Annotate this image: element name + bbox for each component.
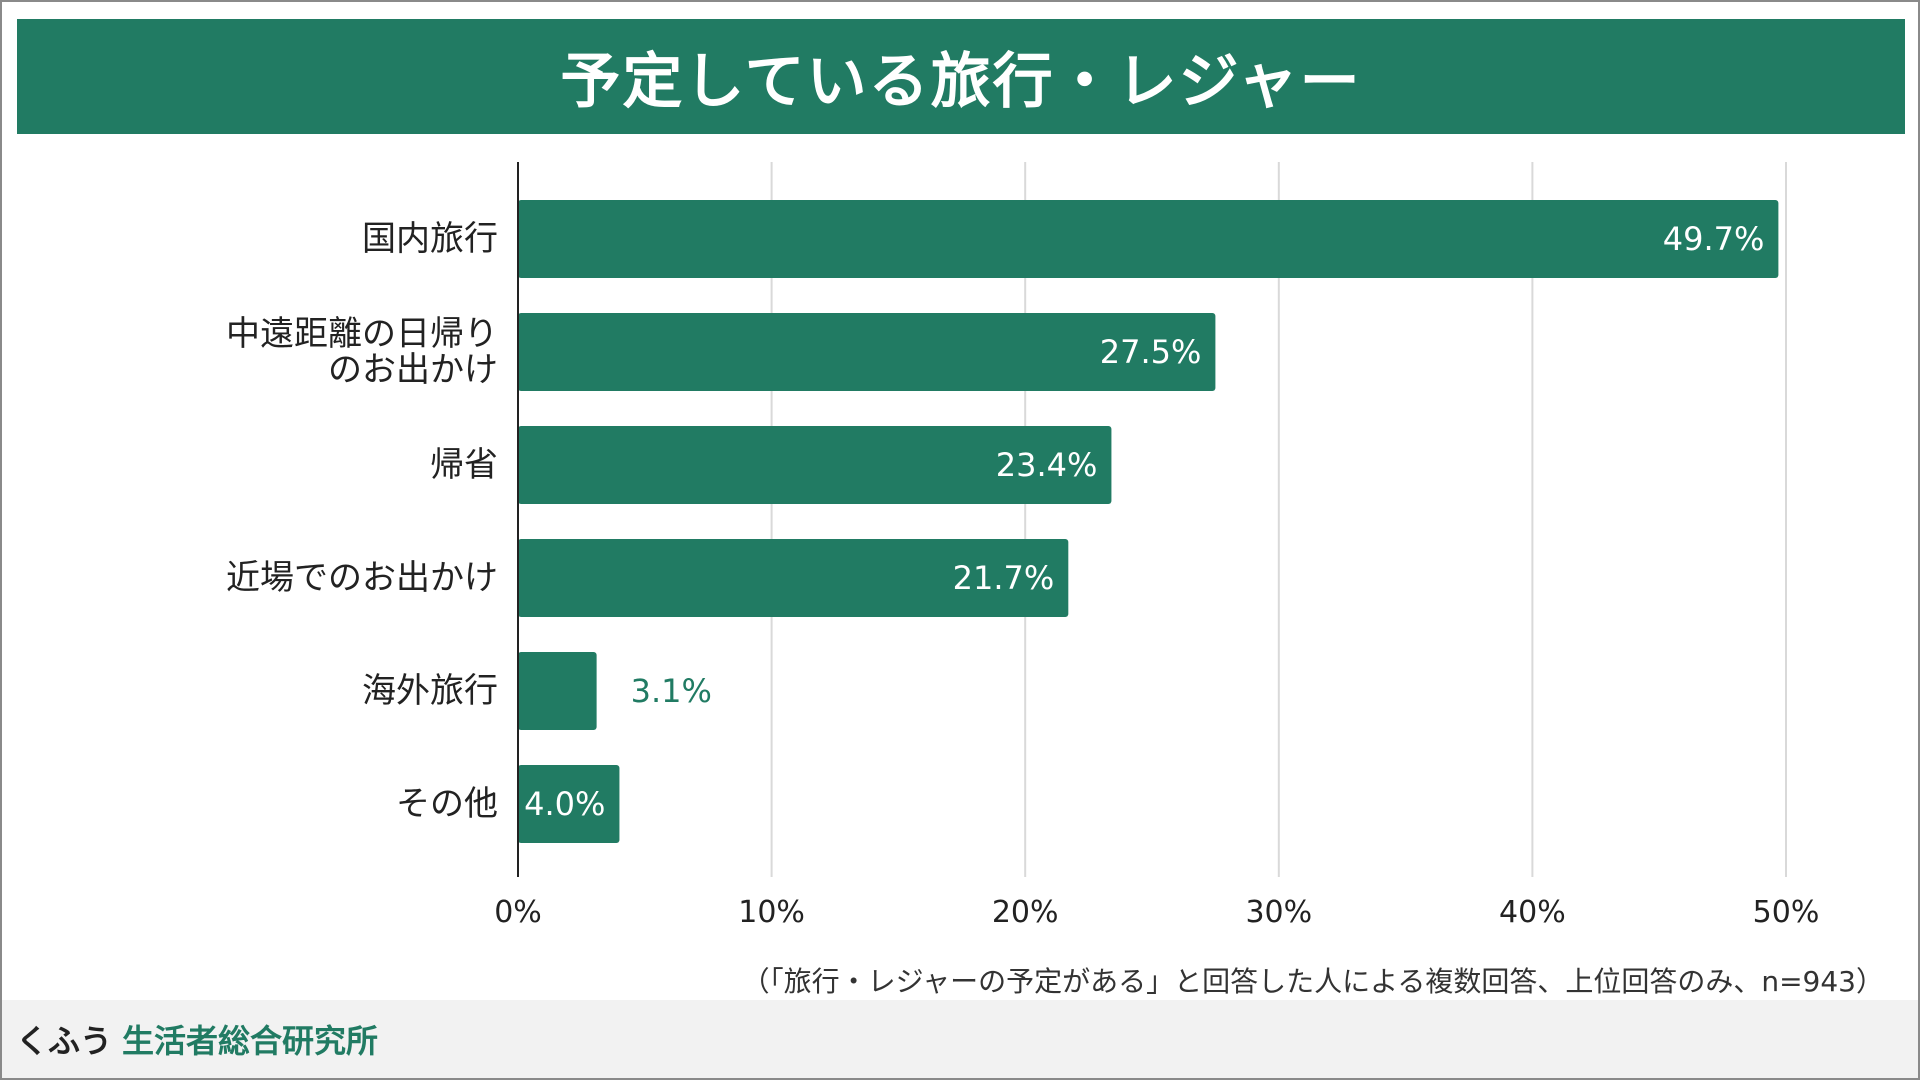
category-label: のお出かけ (328, 350, 498, 390)
brand-logo: くふう 生活者総合研究所 (16, 1016, 378, 1062)
data-label: 49.7% (1663, 220, 1765, 258)
bar (518, 539, 1069, 617)
data-label: 23.4% (996, 446, 1098, 484)
x-tick-label: 10% (738, 895, 805, 930)
bar (518, 313, 1216, 391)
category-label: その他 (396, 784, 498, 824)
chart-title: 予定している旅行・レジャー (560, 47, 1362, 117)
survey-note: （「旅行・レジャーの予定がある」と回答した人による複数回答、上位回答のみ、n=9… (741, 965, 1884, 998)
x-tick-label: 40% (1499, 895, 1566, 930)
category-label: 帰省 (430, 445, 498, 485)
brand-name-part1: くふう (16, 1022, 113, 1060)
data-label: 4.0% (524, 785, 605, 823)
category-label: 海外旅行 (362, 671, 498, 711)
brand-name-part2: 生活者総合研究所 (122, 1022, 379, 1060)
x-tick-label: 50% (1753, 895, 1820, 930)
footer: くふう 生活者総合研究所 (2, 1000, 1918, 1078)
bar (518, 652, 597, 730)
bar (518, 765, 620, 843)
title-bar: 予定している旅行・レジャー (17, 19, 1905, 134)
bar (518, 200, 1779, 278)
data-label: 27.5% (1100, 333, 1202, 371)
data-label: 3.1% (631, 672, 712, 710)
data-label: 21.7% (953, 559, 1055, 597)
bar (518, 426, 1112, 504)
x-tick-label: 30% (1245, 895, 1312, 930)
x-tick-label: 0% (494, 895, 542, 930)
category-label: 国内旅行 (362, 219, 498, 259)
category-label: 近場でのお出かけ (226, 558, 498, 598)
category-label: 中遠距離の日帰り (226, 314, 498, 354)
x-tick-label: 20% (992, 895, 1059, 930)
